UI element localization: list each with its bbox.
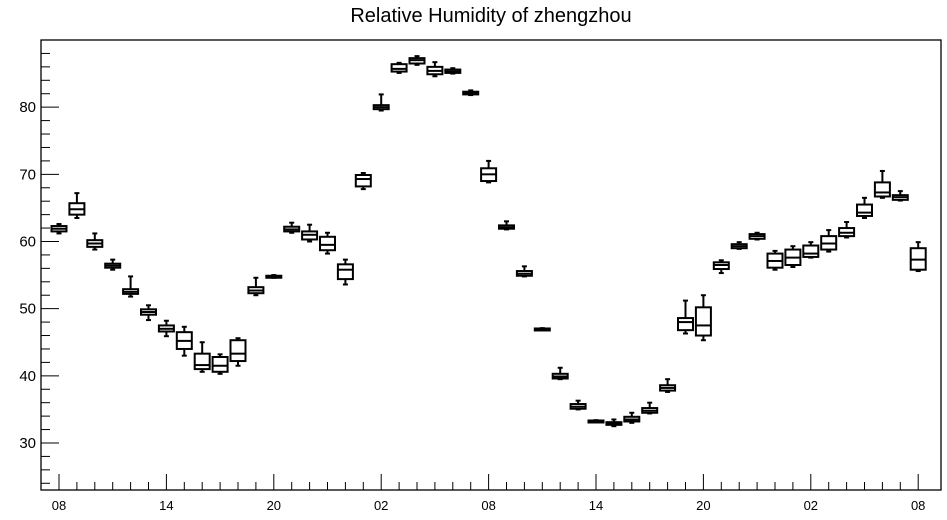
y-axis: 30 40 50 60 70 80 xyxy=(19,52,59,484)
box-plot-item xyxy=(408,55,426,66)
x-tick-label: 02 xyxy=(804,498,818,513)
box-plot-item xyxy=(891,190,909,202)
box-plot-item xyxy=(68,192,86,219)
box-plot-item xyxy=(802,241,820,259)
box-plot-item xyxy=(193,341,211,373)
box-series xyxy=(50,55,927,428)
box-plot-item xyxy=(623,411,641,424)
box-plot-item xyxy=(838,221,856,239)
box-plot-item xyxy=(659,378,677,393)
box-iqr xyxy=(802,244,820,258)
box-plot-item xyxy=(712,259,730,275)
box-plot-item xyxy=(677,299,694,335)
box-iqr xyxy=(694,306,712,337)
chart-title: Relative Humidity of zhengzhou xyxy=(350,5,631,27)
y-tick-label: 30 xyxy=(19,435,36,452)
box-plot-item xyxy=(122,275,140,298)
x-tick-label: 20 xyxy=(267,498,281,513)
box-iqr xyxy=(319,235,336,252)
box-plot-item xyxy=(372,93,390,112)
x-tick-label: 08 xyxy=(911,498,925,513)
x-tick-label: 14 xyxy=(159,498,173,513)
box-plot-item xyxy=(766,249,784,271)
box-plot-item xyxy=(873,169,891,199)
box-plot-item xyxy=(856,196,873,219)
box-plot-item xyxy=(587,419,605,424)
box-plot-item xyxy=(909,241,927,273)
x-axis: 08 14 20 02 08 14 20 02 08 xyxy=(52,474,925,513)
x-tick-label: 14 xyxy=(589,498,603,513)
box-iqr xyxy=(229,339,247,363)
box-iqr xyxy=(677,317,694,332)
box-plot-item xyxy=(336,258,354,286)
box-plot-item xyxy=(444,67,462,75)
box-plot-item xyxy=(605,418,623,428)
box-iqr xyxy=(354,174,372,188)
x-tick-label: 08 xyxy=(481,498,495,513)
box-plot-item xyxy=(498,220,515,231)
box-plot-item xyxy=(319,231,336,255)
plot-frame xyxy=(40,39,942,491)
box-plot-item xyxy=(784,245,802,269)
box-plot-item xyxy=(229,337,247,367)
box-plot-item xyxy=(247,276,265,297)
box-plot-item xyxy=(283,221,301,234)
box-plot-item xyxy=(211,353,229,375)
box-plot-item xyxy=(480,159,498,184)
x-tick-label: 20 xyxy=(696,498,710,513)
box-plot-item xyxy=(462,89,480,97)
box-iqr xyxy=(856,203,873,217)
box-iqr xyxy=(336,263,354,281)
box-plot-item xyxy=(426,61,444,78)
box-plot-item xyxy=(569,399,587,411)
box-plot-item xyxy=(86,232,104,251)
x-tick-label: 02 xyxy=(374,498,388,513)
x-tick-label: 08 xyxy=(52,498,66,513)
box-plot-item xyxy=(694,294,712,342)
box-plot-item xyxy=(104,258,122,271)
box-iqr xyxy=(390,63,408,73)
y-tick-label: 40 xyxy=(19,368,36,385)
box-plot-item xyxy=(641,401,659,415)
y-tick-label: 80 xyxy=(19,99,36,116)
box-plot-item xyxy=(533,327,551,332)
box-plot-item xyxy=(265,274,283,279)
y-tick-label: 50 xyxy=(19,301,36,318)
y-tick-label: 70 xyxy=(19,166,36,183)
box-plot-item xyxy=(551,366,569,381)
box-iqr xyxy=(873,181,891,198)
box-iqr xyxy=(211,356,229,373)
box-plot-item xyxy=(748,231,766,241)
box-iqr xyxy=(193,352,211,371)
box-plot-item xyxy=(515,265,533,278)
box-plot-item xyxy=(301,223,319,243)
box-plot-item xyxy=(50,223,68,235)
box-plot-item xyxy=(140,304,157,322)
box-plot-item xyxy=(354,171,372,191)
y-tick-label: 60 xyxy=(19,233,36,250)
box-plot-item xyxy=(820,229,838,253)
box-plot-item xyxy=(175,325,193,357)
box-plot-item xyxy=(730,241,748,250)
box-plot-item xyxy=(390,61,408,74)
box-plot-item xyxy=(157,319,175,338)
